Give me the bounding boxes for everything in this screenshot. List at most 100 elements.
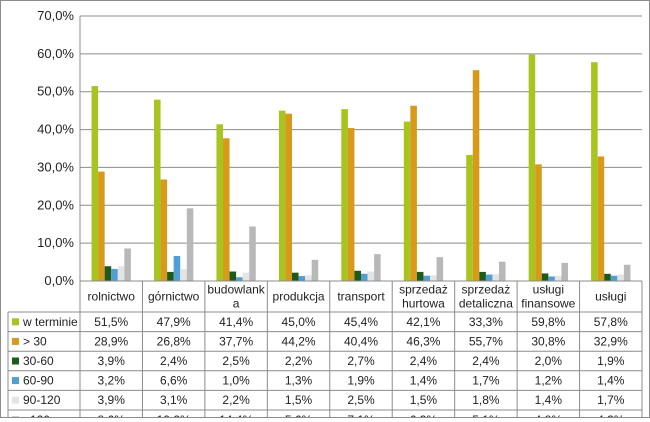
table-cell-value: 6,3% (410, 413, 438, 417)
table-cell-value: 1,9% (347, 374, 375, 388)
bar (285, 113, 292, 282)
legend-label: 60-90 (23, 374, 54, 388)
table-cell-value: 1,5% (285, 393, 313, 407)
table-cell-value: 57,8% (594, 315, 628, 329)
bar (111, 268, 118, 281)
bar (436, 257, 444, 281)
legend-label: 30-60 (23, 354, 54, 368)
table-cell-value: 2,4% (410, 354, 438, 368)
table-cell-value: 8,6% (98, 413, 126, 417)
bar (361, 273, 368, 281)
table-cell-value: 1,7% (472, 374, 500, 388)
table-cell-value: 37,7% (219, 334, 253, 348)
bar (242, 272, 250, 281)
bar (485, 274, 493, 281)
bar (124, 248, 131, 281)
bar (173, 256, 181, 281)
category-label: usługi (533, 283, 564, 297)
table-cell-value: 2,2% (285, 354, 313, 368)
bar (236, 277, 243, 281)
table-cell-value: 1,4% (410, 374, 438, 388)
bar (548, 276, 555, 281)
bar (554, 275, 562, 281)
bar (160, 179, 168, 281)
legend-label: >120 (23, 413, 50, 417)
bar (423, 275, 431, 281)
category-label: detaliczna (459, 297, 513, 311)
bar (479, 271, 486, 281)
bar (597, 156, 605, 281)
bar (180, 269, 187, 281)
category-label: sprzedaż (462, 283, 511, 297)
bar (472, 70, 480, 281)
y-tick-label: 60,0% (37, 46, 74, 61)
table-cell-value: 45,0% (282, 315, 316, 329)
legend-label: > 30 (23, 334, 47, 348)
bar (278, 110, 286, 282)
bar (186, 208, 194, 281)
y-tick-label: 30,0% (37, 159, 74, 174)
y-tick-label: 70,0% (37, 8, 74, 23)
category-label: usługi (595, 290, 626, 304)
table-cell-value: 1,4% (597, 374, 625, 388)
table-cell-value: 1,4% (535, 393, 563, 407)
table-cell-value: 42,1% (406, 315, 440, 329)
category-label: a (233, 297, 240, 311)
y-tick-label: 20,0% (37, 197, 74, 212)
category-label: transport (337, 290, 385, 304)
table-cell-value: 2,4% (472, 354, 500, 368)
y-tick-label: 10,0% (37, 235, 74, 250)
table-cell-value: 6,6% (160, 374, 188, 388)
bar (347, 128, 355, 281)
table-cell-value: 1,9% (597, 354, 625, 368)
legend-label: w terminie (22, 315, 78, 329)
table-cell-value: 5,6% (285, 413, 313, 417)
table-cell-value: 46,3% (406, 334, 440, 348)
table-cell-value: 55,7% (469, 334, 503, 348)
bar (91, 86, 99, 282)
table-cell-value: 1,8% (472, 393, 500, 407)
bar (430, 275, 437, 281)
table-cell-value: 2,0% (535, 354, 563, 368)
y-tick-label: 40,0% (37, 122, 74, 137)
table-cell-value: 19,2% (157, 413, 191, 417)
bar (229, 271, 237, 281)
category-label: budowlank (207, 283, 265, 297)
table-cell-value: 14,4% (219, 413, 253, 417)
bar (117, 266, 125, 281)
table-cell-value: 1,7% (597, 393, 625, 407)
bar (341, 109, 348, 281)
table-cell-value: 44,2% (282, 334, 316, 348)
table-cell-value: 4,3% (597, 413, 625, 417)
y-tick-label: 50,0% (37, 84, 74, 99)
bar (298, 276, 306, 281)
bar (623, 264, 631, 281)
table-cell-value: 1,2% (535, 374, 563, 388)
table-cell-value: 4,8% (535, 413, 563, 417)
bar (604, 273, 611, 281)
table-cell-value: 33,3% (469, 315, 503, 329)
bar (591, 62, 598, 281)
bar (535, 164, 542, 281)
bar (403, 121, 411, 281)
legend-swatch (12, 396, 19, 404)
table-cell-value: 2,5% (222, 354, 250, 368)
table-cell-value: 45,4% (344, 315, 378, 329)
bar (416, 271, 424, 281)
bar (153, 99, 161, 282)
table-cell-value: 3,2% (98, 374, 126, 388)
table-cell-value: 40,4% (344, 334, 378, 348)
bar (249, 226, 256, 281)
bar (311, 259, 319, 281)
bar (104, 266, 112, 281)
table-cell-value: 7,1% (347, 413, 375, 417)
table-cell-value: 32,9% (594, 334, 628, 348)
bar (541, 273, 549, 281)
table-cell-value: 2,2% (222, 393, 250, 407)
table-cell-value: 1,3% (285, 374, 313, 388)
table-cell-value: 3,9% (98, 393, 126, 407)
table-cell-value: 47,9% (157, 315, 191, 329)
bar (305, 275, 312, 281)
